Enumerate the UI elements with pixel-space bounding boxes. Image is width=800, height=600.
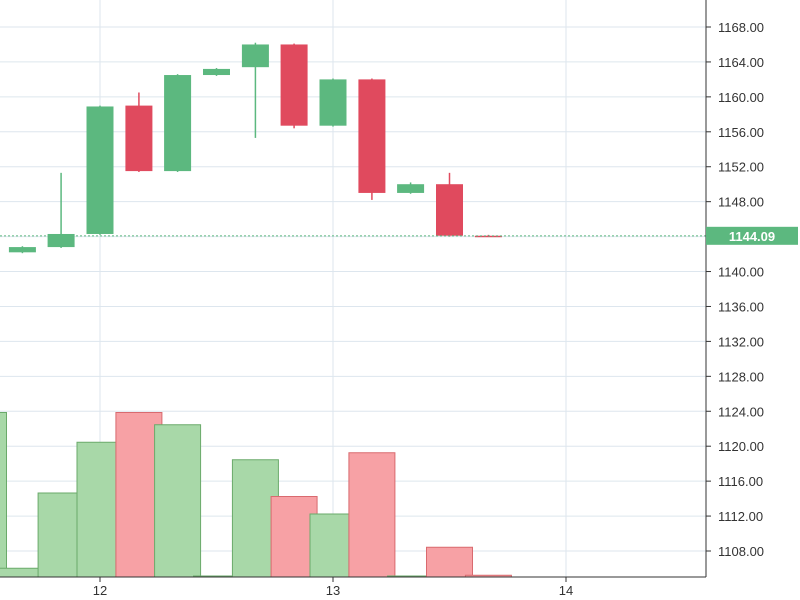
candle	[164, 74, 192, 172]
x-axis-labels: 12 13 14	[93, 583, 573, 598]
volume-bar	[426, 546, 473, 578]
candle-body	[241, 44, 269, 68]
candle	[358, 78, 386, 200]
volume-bar	[348, 452, 396, 578]
candle	[125, 92, 153, 172]
y-tick-label: 1164.00	[718, 55, 764, 70]
volume-bar	[0, 412, 7, 578]
candle-body	[8, 247, 36, 253]
y-tick-label: 1136.00	[718, 299, 764, 314]
candle-body	[125, 105, 153, 172]
y-tick-label: 1116.00	[718, 474, 763, 489]
volume-bar	[309, 513, 357, 578]
y-axis-labels: 1108.00 1112.00 1116.00 1120.00 1124.00 1128.…	[718, 20, 764, 559]
candle-body	[358, 79, 386, 193]
volume-bar	[37, 492, 85, 578]
y-tick-label: 1148.00	[718, 195, 764, 210]
candle-body	[436, 184, 463, 236]
candle	[241, 42, 269, 138]
y-tick-label: 1140.00	[718, 265, 764, 280]
candle-body	[397, 184, 425, 193]
current-price-tag[interactable]: 1144.09	[706, 226, 798, 245]
y-tick-label: 1152.00	[718, 160, 764, 175]
x-tick-label: 12	[93, 583, 107, 598]
volume-bars	[0, 412, 512, 578]
y-tick-label: 1160.00	[718, 90, 764, 105]
candles	[8, 42, 502, 254]
candle	[397, 182, 425, 194]
y-tick-label: 1128.00	[718, 369, 764, 384]
current-price-tag-bg	[706, 226, 798, 245]
candle-body	[47, 233, 75, 248]
y-tick-label: 1132.00	[718, 334, 764, 349]
x-tick-label: 14	[559, 583, 573, 598]
candle	[86, 105, 114, 235]
candle-body	[86, 106, 114, 234]
x-tick-label: 13	[326, 583, 340, 598]
y-tick-label: 1112.00	[718, 509, 763, 524]
candle	[436, 172, 463, 237]
candle-body	[474, 235, 502, 238]
y-tick-label: 1120.00	[718, 439, 764, 454]
candle-body	[203, 68, 230, 76]
volume-bar	[270, 496, 318, 578]
candle	[203, 68, 230, 76]
candle	[280, 43, 308, 129]
y-tick-label: 1124.00	[718, 404, 764, 419]
candle-body	[164, 75, 192, 172]
y-tick-label: 1168.00	[718, 20, 764, 35]
candle-body	[280, 44, 308, 126]
current-price-tag-label: 1144.09	[729, 229, 775, 244]
volume-bar	[76, 441, 124, 578]
volume-bar	[154, 424, 202, 578]
y-tick-label: 1108.00	[718, 544, 764, 559]
candle-body	[319, 79, 347, 126]
y-tick-label: 1156.00	[718, 125, 764, 140]
candle	[319, 78, 347, 127]
candle	[8, 246, 36, 254]
